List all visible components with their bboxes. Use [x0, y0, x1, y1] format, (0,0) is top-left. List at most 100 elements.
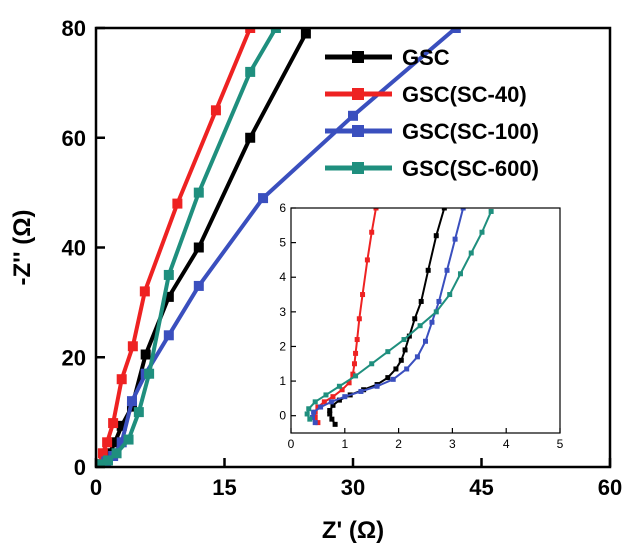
data-point [172, 198, 183, 209]
inset-data-point [358, 388, 364, 394]
data-point [108, 418, 119, 429]
data-point [144, 368, 155, 379]
series-4 [96, 28, 281, 467]
data-point [163, 291, 174, 302]
inset-y-tick-label: 3 [279, 305, 286, 319]
y-axis-title: -Z'' (Ω) [9, 210, 36, 286]
inset-data-point [312, 420, 318, 426]
inset-data-point [311, 409, 317, 415]
data-point [270, 28, 281, 33]
inset-data-point [339, 387, 345, 393]
inset-y-tick-label: 2 [279, 339, 286, 353]
y-tick-label: 60 [62, 126, 86, 151]
data-point [193, 187, 204, 198]
inset-data-point [332, 421, 338, 427]
data-point [126, 396, 137, 407]
data-point [348, 110, 358, 121]
legend-swatch-marker [352, 125, 364, 137]
data-point [123, 434, 134, 445]
y-tick-label: 0 [74, 455, 86, 480]
inset-series-3 [310, 208, 466, 426]
inset-data-point [327, 411, 333, 417]
inset-data-point [425, 267, 431, 273]
inset-data-point [369, 361, 375, 367]
data-point [102, 437, 113, 448]
x-tick-label: 45 [469, 475, 493, 500]
data-point [96, 459, 107, 467]
inset-data-point [436, 298, 442, 304]
legend-label: GSC(SC-100) [402, 119, 539, 144]
inset-data-point [310, 414, 316, 420]
legend-item: GSC(SC-600) [325, 156, 539, 181]
inset-data-point [360, 292, 366, 298]
inset-data-point [315, 420, 321, 426]
inset-frame [290, 207, 561, 434]
inset-data-point [404, 366, 410, 372]
inset-y-tick-label: 4 [279, 270, 286, 284]
data-point [139, 286, 150, 297]
inset-data-point [479, 229, 485, 235]
data-point [163, 269, 174, 280]
inset-data-point [412, 316, 418, 322]
inset-data-point [441, 208, 447, 211]
inset-data-point [393, 366, 399, 372]
inset-data-point [312, 414, 318, 420]
inset-data-point [452, 236, 458, 242]
data-point [450, 28, 461, 33]
inset-data-point [342, 394, 348, 400]
inset-data-point [385, 375, 391, 381]
inset-data-point [414, 354, 420, 360]
data-point [193, 280, 204, 291]
x-tick-label: 60 [598, 475, 622, 500]
inset-x-tick-label: 3 [449, 437, 456, 451]
inset-data-point [447, 292, 453, 298]
inset-data-point [321, 399, 327, 405]
data-point [116, 374, 127, 385]
data-point [127, 341, 138, 352]
data-point [258, 193, 269, 204]
inset-data-point [398, 357, 404, 363]
y-tick-label: 20 [62, 345, 86, 370]
inset-y-tick-label: 6 [279, 201, 286, 215]
inset-data-point [390, 376, 396, 382]
inset-y-tick-label: 0 [279, 409, 286, 423]
data-point [245, 132, 256, 143]
legend-swatch-marker [352, 88, 364, 100]
legend: GSC GSC(SC-40) GSC(SC-100) GSC(SC-600) [325, 45, 539, 181]
inset-data-point [350, 371, 356, 377]
inset-data-point [318, 404, 324, 410]
inset-data-point [460, 208, 466, 211]
inset-data-point [336, 383, 342, 389]
inset-data-point [433, 233, 439, 239]
inset-x-tick-label: 0 [288, 437, 295, 451]
inset-data-point [306, 406, 312, 412]
data-point [111, 448, 122, 459]
inset-data-point [327, 408, 333, 413]
data-point [193, 242, 204, 253]
inset-data-point [457, 271, 463, 277]
inset-x-tick-label: 1 [341, 437, 348, 451]
inset-data-point [323, 392, 329, 398]
x-tick-label: 15 [212, 475, 236, 500]
inset-data-point [307, 416, 313, 422]
inset-y-tick-label: 1 [279, 374, 286, 388]
inset-data-point [488, 208, 494, 214]
x-axis-title: Z' (Ω) [322, 517, 384, 544]
inset-data-point [433, 309, 439, 315]
legend-item: GSC [325, 45, 450, 70]
inset-data-point [315, 404, 321, 410]
inset-y-tick-label: 5 [279, 236, 286, 250]
legend-swatch-marker [352, 51, 364, 63]
x-tick-label: 30 [341, 475, 365, 500]
inset-data-point [418, 298, 424, 304]
inset-data-point [385, 349, 391, 355]
inset-data-point [353, 350, 359, 356]
inset-data-point [373, 208, 379, 211]
inset-data-point [374, 383, 380, 389]
legend-item: GSC(SC-100) [325, 119, 539, 144]
inset-data-point [423, 338, 428, 344]
inset-data-point [304, 411, 310, 417]
inset-data-point [312, 399, 318, 405]
inset-data-point [417, 323, 423, 329]
